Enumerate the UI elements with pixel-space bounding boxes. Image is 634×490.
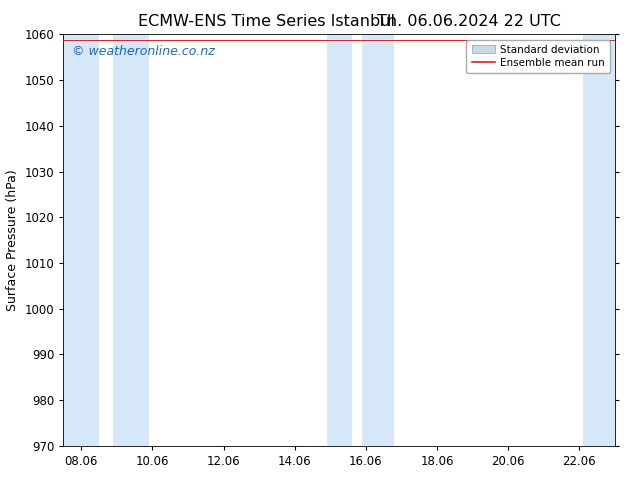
Text: ECMW-ENS Time Series Istanbul: ECMW-ENS Time Series Istanbul [138,14,395,29]
Bar [327,34,352,446]
Bar [362,34,394,446]
Bar [583,34,615,446]
Legend: Standard deviation, Ensemble mean run: Standard deviation, Ensemble mean run [467,40,610,73]
Text: © weatheronline.co.nz: © weatheronline.co.nz [72,45,214,58]
Y-axis label: Surface Pressure (hPa): Surface Pressure (hPa) [6,169,19,311]
Bar [113,34,149,446]
Bar [63,34,99,446]
Text: Th. 06.06.2024 22 UTC: Th. 06.06.2024 22 UTC [377,14,561,29]
